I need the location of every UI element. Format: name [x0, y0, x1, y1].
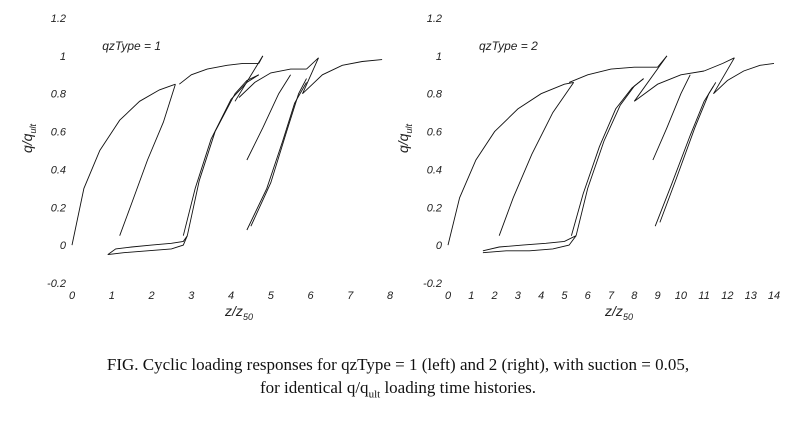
- x-tick-label: 2: [491, 290, 498, 302]
- series-line-13: [659, 82, 717, 223]
- series-line-6: [182, 74, 260, 236]
- x-tick-label: 1: [468, 290, 474, 302]
- x-tick-label: 7: [347, 290, 354, 302]
- x-tick-label: 6: [585, 290, 592, 302]
- y-tick-label: -0.2: [423, 278, 442, 290]
- series-line-9: [234, 55, 264, 102]
- series-line-6: [570, 78, 644, 236]
- panel-label: qzType = 2: [479, 39, 538, 53]
- series-line-14: [703, 57, 735, 72]
- series-line-15: [302, 57, 319, 94]
- x-tick-label: 4: [228, 290, 234, 302]
- series-line-1: [447, 81, 574, 246]
- y-tick-label: 1.2: [51, 13, 66, 25]
- x-tick-label: 0: [445, 290, 452, 302]
- series-line-15: [713, 57, 735, 94]
- x-tick-label: 13: [745, 290, 758, 302]
- caption-suffix: loading time histories.: [380, 378, 537, 397]
- y-tick-label: 0.2: [427, 202, 442, 214]
- x-tick-label: 5: [561, 290, 568, 302]
- y-tick-label: 1: [60, 51, 66, 63]
- caption-subscript: ult: [368, 388, 381, 401]
- caption-prefix: for identical q/q: [259, 378, 369, 397]
- x-tick-label: 0: [69, 290, 76, 302]
- y-tick-label: 1.2: [427, 13, 442, 25]
- series-line-3: [107, 235, 188, 255]
- x-tick-label: 8: [631, 290, 638, 302]
- y-tick-label: 0.8: [51, 89, 67, 101]
- x-tick-label: 8: [387, 290, 394, 302]
- y-tick-label: 0.6: [51, 127, 67, 139]
- figure-caption-line2: for identical q/qult loading time histor…: [0, 377, 796, 405]
- panel-label: qzType = 1: [102, 39, 161, 53]
- series-line-10: [634, 70, 705, 102]
- series-line-4: [482, 235, 577, 254]
- x-tick-label: 11: [698, 290, 709, 302]
- x-tick-label: 12: [721, 290, 733, 302]
- series-line-10: [238, 68, 307, 98]
- y-axis-label: q/qult: [395, 124, 414, 153]
- y-tick-label: 0.4: [427, 164, 442, 176]
- x-axis-label: z/z50: [224, 303, 253, 322]
- figure-caption-line1: FIG. Cyclic loading responses for qzType…: [106, 355, 690, 374]
- y-tick-label: -0.2: [47, 278, 66, 290]
- series-line-4: [107, 235, 188, 256]
- x-tick-label: 3: [515, 290, 522, 302]
- chart-panel-2: -0.200.20.40.60.811.20 1 2 3 4 5 6 7 8 9 10 11 12 13 1…: [395, 13, 780, 322]
- y-axis-label: q/qult: [19, 124, 38, 153]
- series-line-2: [119, 84, 176, 236]
- y-tick-label: 0: [436, 240, 443, 252]
- x-tick-label: 6: [307, 290, 314, 302]
- y-tick-label: 0: [60, 240, 67, 252]
- x-tick-label: 10: [675, 290, 688, 302]
- series-line-3: [482, 235, 577, 252]
- series-line-16: [713, 62, 775, 95]
- y-tick-label: 0.4: [51, 164, 66, 176]
- series-line-5: [575, 78, 644, 236]
- y-tick-label: 0.2: [51, 202, 66, 214]
- series-line-2: [498, 82, 575, 236]
- x-tick-label: 9: [655, 290, 661, 302]
- series-line-16: [302, 59, 383, 95]
- series-line-9: [633, 55, 668, 102]
- series-line-11: [652, 74, 691, 161]
- x-tick-label: 1: [109, 290, 115, 302]
- y-tick-label: 0.6: [427, 127, 443, 139]
- series-line-11: [246, 74, 291, 161]
- series-line-7: [179, 62, 259, 85]
- x-tick-label: 7: [608, 290, 615, 302]
- series-line-12: [246, 82, 307, 231]
- y-tick-label: 1: [436, 51, 442, 63]
- series-line-1: [71, 83, 176, 246]
- x-tick-label: 4: [538, 290, 544, 302]
- x-tick-label: 5: [268, 290, 275, 302]
- series-line-7: [568, 66, 658, 83]
- x-axis-label: z/z50: [604, 303, 633, 322]
- x-tick-label: 2: [147, 290, 154, 302]
- y-tick-label: 0.8: [427, 89, 443, 101]
- x-tick-label: 3: [188, 290, 195, 302]
- series-line-5: [186, 74, 259, 236]
- series-line-12: [654, 85, 714, 227]
- series-line-14: [306, 57, 319, 70]
- series-line-13: [250, 78, 307, 227]
- x-tick-label: 14: [768, 290, 780, 302]
